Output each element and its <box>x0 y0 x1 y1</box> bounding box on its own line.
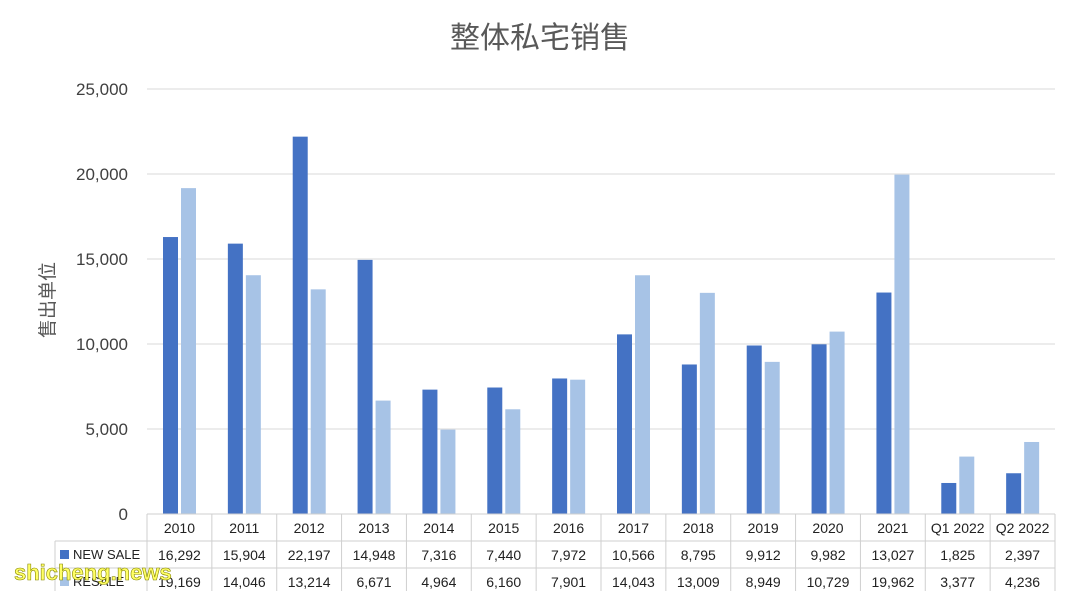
bar-resale <box>1024 441 1040 514</box>
bar-resale <box>764 361 780 514</box>
table-cell: 9,912 <box>746 547 781 563</box>
bar-resale <box>699 292 715 514</box>
gridlines <box>147 88 1055 430</box>
table-cell: 8,949 <box>746 574 781 590</box>
table-cell: 4,964 <box>421 574 456 590</box>
table-cell: 19,169 <box>158 574 201 590</box>
table-cell: 7,901 <box>551 574 586 590</box>
bar-new-sale <box>617 334 632 514</box>
category-label: 2017 <box>618 520 649 536</box>
table-cell: 13,214 <box>288 574 331 590</box>
legend-label: NEW SALE <box>73 547 141 562</box>
table-cell: 9,982 <box>810 547 845 563</box>
y-axis-label: 售出单位 <box>37 262 59 338</box>
bar-resale <box>959 456 975 514</box>
bar-new-sale <box>357 259 373 514</box>
category-label: 2013 <box>358 520 389 536</box>
category-label: 2018 <box>683 520 714 536</box>
y-tick-labels: 0 5,000 10,000 15,000 20,000 25,000 <box>76 80 128 524</box>
category-label: 2012 <box>294 520 325 536</box>
bar-resale <box>894 174 910 514</box>
table-cell: 6,160 <box>486 574 521 590</box>
y-tick-label: 10,000 <box>76 335 128 354</box>
bar-resale <box>570 379 586 514</box>
bar-new-sale <box>163 237 178 514</box>
bar-resale <box>635 275 650 514</box>
bar-new-sale <box>422 389 438 514</box>
legend-swatch <box>60 577 69 586</box>
category-label: 2014 <box>423 520 454 536</box>
legend-label: RESALE <box>73 574 125 589</box>
bar-resale <box>181 188 196 514</box>
bar-resale <box>375 400 391 514</box>
category-label: 2010 <box>164 520 195 536</box>
bars <box>163 136 1040 514</box>
category-label: 2019 <box>748 520 779 536</box>
category-label: 2015 <box>488 520 519 536</box>
table-cell: 6,671 <box>356 574 391 590</box>
category-label: 2011 <box>229 520 259 536</box>
table-cell: 3,377 <box>940 574 975 590</box>
table-cell: 10,729 <box>807 574 850 590</box>
bar-resale <box>440 429 456 514</box>
bar-new-sale <box>941 482 957 514</box>
table-cell: 2,397 <box>1005 547 1040 563</box>
table-cell: 22,197 <box>288 547 331 563</box>
table-cell: 7,440 <box>486 547 521 563</box>
y-tick-label: 0 <box>119 505 128 524</box>
y-tick-label: 5,000 <box>85 420 128 439</box>
table-cell: 13,027 <box>871 547 914 563</box>
bar-new-sale <box>811 344 827 514</box>
table-cell: 1,825 <box>940 547 975 563</box>
bar-new-sale <box>876 292 892 514</box>
bar-new-sale <box>292 136 308 514</box>
bar-new-sale <box>746 345 762 514</box>
category-label: 2016 <box>553 520 584 536</box>
table-cell: 8,795 <box>681 547 716 563</box>
bar-new-sale <box>552 378 568 514</box>
bar-new-sale <box>487 387 503 514</box>
table-cell: 4,236 <box>1005 574 1040 590</box>
bar-new-sale <box>1006 473 1022 514</box>
table-cell: 7,972 <box>551 547 586 563</box>
bar-resale <box>829 331 845 514</box>
table-cell: 7,316 <box>421 547 456 563</box>
table-cell: 13,009 <box>677 574 720 590</box>
y-tick-label: 25,000 <box>76 80 128 99</box>
y-tick-label: 15,000 <box>76 250 128 269</box>
category-label: 2020 <box>812 520 843 536</box>
category-label: 2021 <box>877 520 908 536</box>
bar-resale <box>505 409 521 514</box>
table-cell: 19,962 <box>871 574 914 590</box>
bar-new-sale <box>227 243 243 514</box>
legend-swatch <box>60 550 69 559</box>
data-table: 2010 2011 2012 2013 2014 2015 2016 2017 2018 2019… <box>54 513 1056 591</box>
table-cell: 14,948 <box>353 547 396 563</box>
y-tick-label: 20,000 <box>76 165 128 184</box>
bar-new-sale <box>681 364 697 514</box>
category-label: Q1 2022 <box>931 520 985 536</box>
table-cell: 15,904 <box>223 547 266 563</box>
bar-resale <box>245 275 261 514</box>
chart-title: 整体私宅销售 <box>450 21 630 56</box>
table-cell: 16,292 <box>158 547 201 563</box>
watermark: shicheng.news <box>14 560 172 585</box>
table-cell: 14,046 <box>223 574 266 590</box>
bar-resale <box>310 289 326 514</box>
table-cell: 14,043 <box>612 574 655 590</box>
category-label: Q2 2022 <box>996 520 1050 536</box>
table-cell: 10,566 <box>612 547 655 563</box>
